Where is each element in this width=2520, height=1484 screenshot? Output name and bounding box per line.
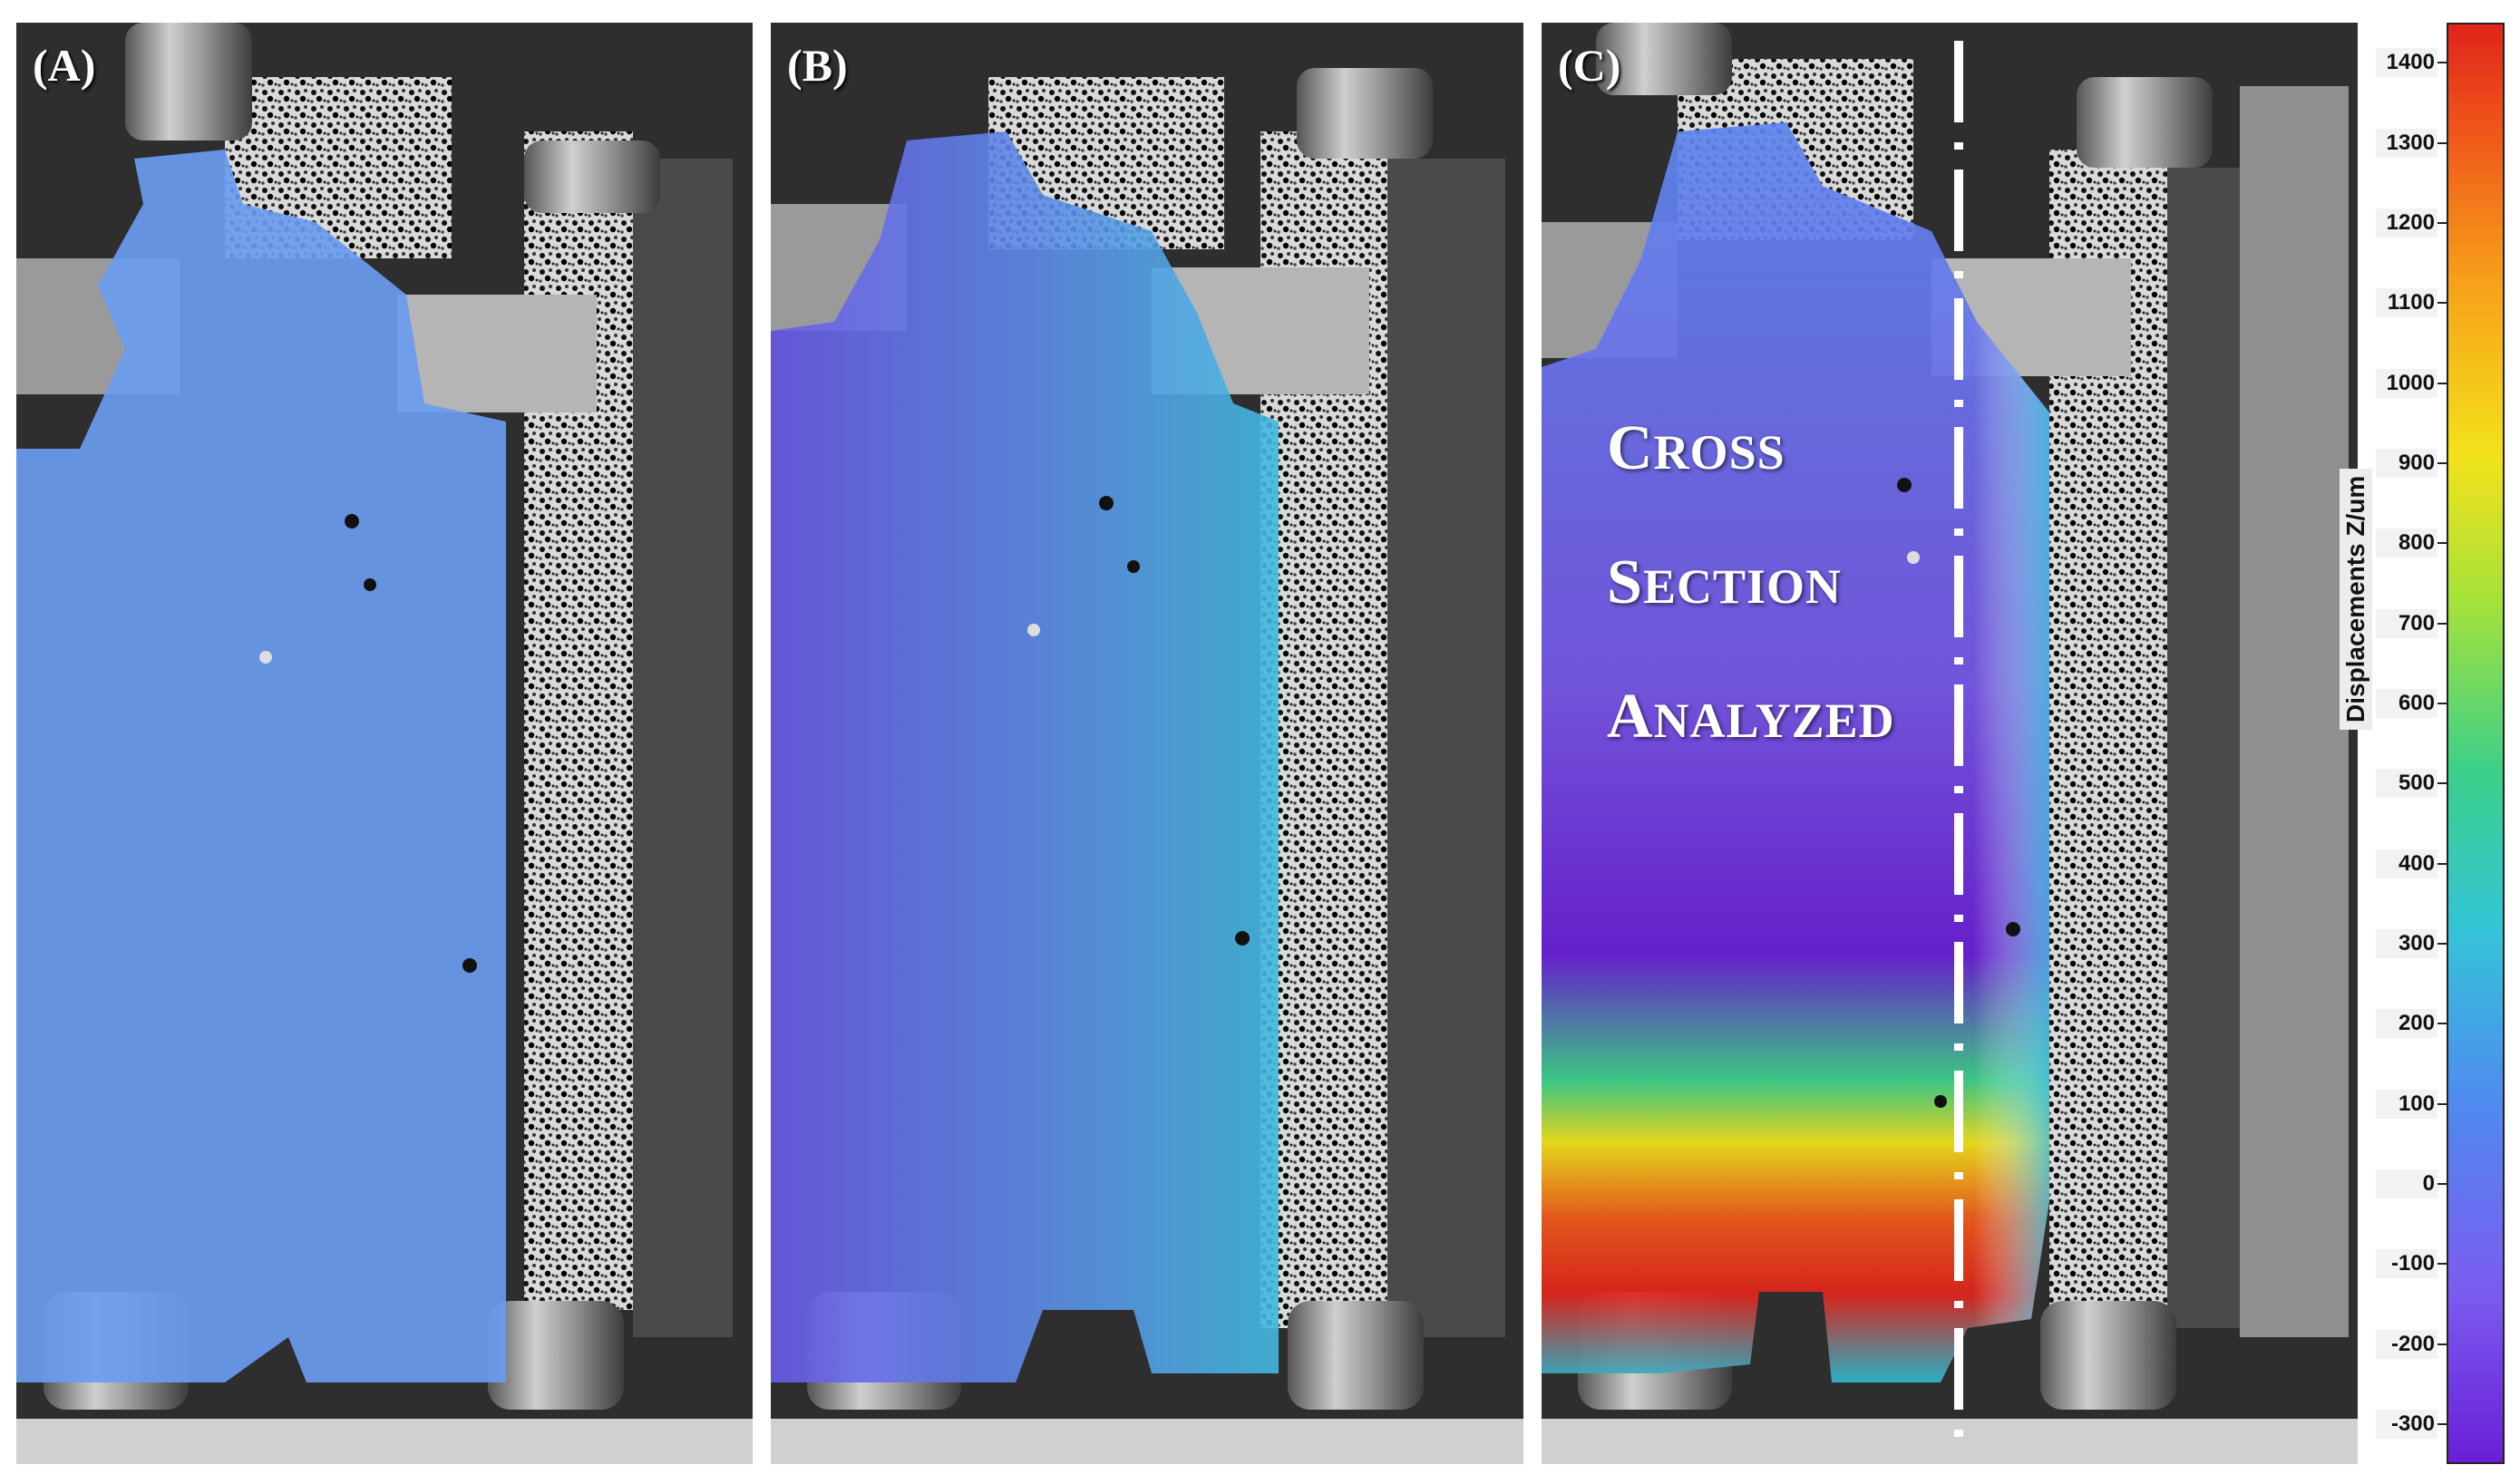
colorbar-tick: 500 <box>2376 769 2448 799</box>
colorbar-tick: 900 <box>2376 448 2448 478</box>
colorbar-tick: 0 <box>2376 1169 2448 1198</box>
panel-c-image <box>1542 23 2358 1464</box>
panel-label-a: (A) <box>33 40 96 91</box>
cross-section-annotation: CROSS SECTION ANALYZED <box>1607 390 1895 792</box>
displacement-field-a <box>16 150 506 1382</box>
colorbar-tick: -200 <box>2376 1329 2448 1359</box>
colorbar-tick: 300 <box>2376 928 2448 958</box>
annotation-line-3: ANALYZED <box>1607 682 1895 752</box>
colorbar-tick: 1000 <box>2376 368 2448 398</box>
colorbar-tick: -300 <box>2376 1409 2448 1439</box>
colorbar: 1400 1300 1200 1100 1000 900 800 700 600 500 400 30… <box>2340 23 2512 1464</box>
colorbar-tick: 1400 <box>2376 48 2448 78</box>
colorbar-tick: -100 <box>2376 1249 2448 1279</box>
annotation-line-2: SECTION <box>1607 548 1842 617</box>
panel-b: (B) <box>771 23 1523 1464</box>
clamp-bolt-top-right <box>524 141 660 213</box>
colorbar-tick: 600 <box>2376 688 2448 718</box>
displacement-field-b <box>771 131 1279 1382</box>
annotation-line-1: CROSS <box>1607 413 1785 483</box>
panel-c: (C) CROSS SECTION ANALYZED <box>1542 23 2358 1464</box>
colorbar-title: Displacements Z/um <box>2340 468 2372 730</box>
panel-b-image <box>771 23 1523 1464</box>
panel-label-c: (C) <box>1558 40 1621 91</box>
colorbar-tick: 1100 <box>2376 288 2448 318</box>
colorbar-tick: 1200 <box>2376 208 2448 238</box>
colorbar-tick: 100 <box>2376 1089 2448 1119</box>
colorbar-tick: 800 <box>2376 529 2448 558</box>
clamp-bolt-bottom-right <box>488 1301 624 1410</box>
colorbar-tick: 1300 <box>2376 128 2448 158</box>
colorbar-tick: 700 <box>2376 608 2448 638</box>
panel-a-image <box>16 23 753 1464</box>
colorbar-gradient <box>2447 23 2505 1464</box>
colorbar-tick: 200 <box>2376 1009 2448 1039</box>
colorbar-tick: 400 <box>2376 849 2448 878</box>
clamp-bolt-top-left <box>125 23 252 141</box>
panel-label-b: (B) <box>787 40 848 91</box>
panel-a: (A) <box>16 23 753 1464</box>
